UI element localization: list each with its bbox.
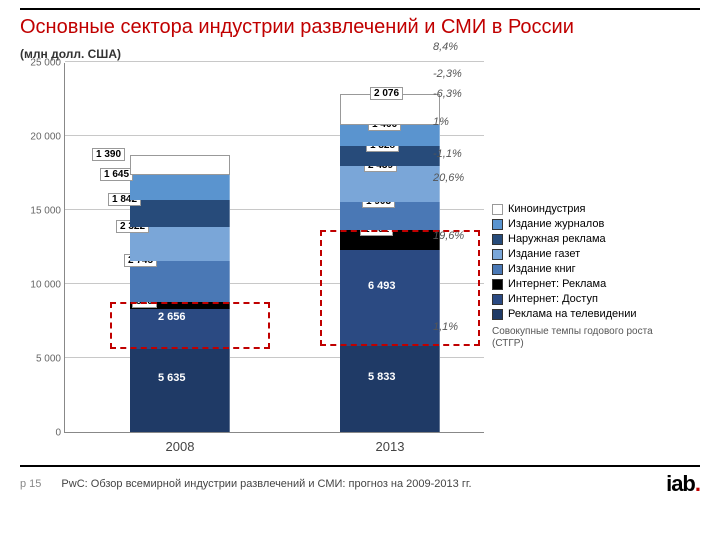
legend-label: Интернет: Доступ	[508, 293, 598, 305]
footer-divider	[20, 465, 700, 467]
legend-label: Издание журналов	[508, 218, 604, 230]
y-axis-label: (млн долл. США)	[20, 47, 700, 61]
legend-swatch	[492, 279, 503, 290]
x-tick-label: 2013	[340, 439, 440, 454]
value-label: 6 493	[368, 280, 396, 292]
legend-label: Издание книг	[508, 263, 576, 275]
legend-label: Киноиндустрия	[508, 203, 586, 215]
y-tick-label: 15 000	[21, 206, 61, 217]
chart-container: 05 00010 00015 00020 00025 0005 6352 656…	[20, 63, 700, 433]
value-label: 5 833	[368, 371, 396, 383]
growth-label: 1%	[433, 116, 449, 128]
growth-label: 8,4%	[433, 41, 458, 53]
segment-cinema	[130, 155, 230, 176]
value-label-box: 2 076	[370, 87, 403, 100]
y-tick-label: 0	[21, 428, 61, 439]
legend-item: Наружная реклама	[492, 233, 662, 245]
legend-item: Интернет: Реклама	[492, 278, 662, 290]
page-title: Основные сектора индустрии развлечений и…	[20, 16, 700, 39]
page-number: p 15	[20, 478, 41, 490]
legend-label: Наружная реклама	[508, 233, 606, 245]
growth-label: 19,6%	[433, 230, 464, 242]
segment-outdoor	[130, 200, 230, 227]
growth-column: 1,1% 19,6% 20,6% -1,1% 1% -6,3% -2,3% 8,4%	[433, 0, 483, 370]
legend-label: Интернет: Реклама	[508, 278, 606, 290]
legend-swatch	[492, 219, 503, 230]
value-label: 5 635	[158, 372, 186, 384]
growth-label: 1,1%	[433, 321, 458, 333]
segment-mags	[130, 175, 230, 199]
iab-logo: iab.	[666, 471, 700, 497]
legend-swatch	[492, 264, 503, 275]
legend-swatch	[492, 309, 503, 320]
growth-label: -2,3%	[433, 68, 462, 80]
growth-label: -1,1%	[433, 148, 462, 160]
growth-label: 20,6%	[433, 172, 464, 184]
segment-net_acc	[340, 250, 440, 346]
legend-item: Киноиндустрия	[492, 203, 662, 215]
value-label-box: 1 390	[92, 148, 125, 161]
segment-tv_ads	[340, 346, 440, 432]
gridline	[65, 61, 484, 62]
legend-swatch	[492, 249, 503, 260]
legend-item: Издание книг	[492, 263, 662, 275]
y-tick-label: 20 000	[21, 132, 61, 143]
legend: Киноиндустрия Издание журналов Наружная ре…	[492, 203, 662, 433]
top-divider	[20, 8, 700, 10]
x-tick-label: 2008	[130, 439, 230, 454]
footer-row: p 15 PwC: Обзор всемирной индустрии разв…	[20, 471, 700, 497]
legend-swatch	[492, 294, 503, 305]
segment-books	[130, 261, 230, 302]
legend-label: Издание газет	[508, 248, 580, 260]
y-tick-label: 10 000	[21, 280, 61, 291]
legend-footer: Совокупные темпы годового роста (СТГР)	[492, 326, 662, 350]
y-tick-label: 25 000	[21, 58, 61, 69]
value-label: 2 656	[158, 311, 186, 323]
legend-item: Издание журналов	[492, 218, 662, 230]
legend-item: Интернет: Доступ	[492, 293, 662, 305]
footer-source: PwC: Обзор всемирной индустрии развлечен…	[61, 478, 471, 490]
value-label-box: 1 645	[100, 168, 133, 181]
chart-plot-area: 05 00010 00015 00020 00025 0005 6352 656…	[64, 63, 484, 433]
y-tick-label: 5 000	[21, 354, 61, 365]
legend-item: Издание газет	[492, 248, 662, 260]
legend-label: Реклама на телевидении	[508, 308, 637, 320]
growth-label: -6,3%	[433, 88, 462, 100]
legend-item: Реклама на телевидении	[492, 308, 662, 320]
legend-swatch	[492, 204, 503, 215]
segment-tv_ads	[130, 349, 230, 432]
legend-swatch	[492, 234, 503, 245]
